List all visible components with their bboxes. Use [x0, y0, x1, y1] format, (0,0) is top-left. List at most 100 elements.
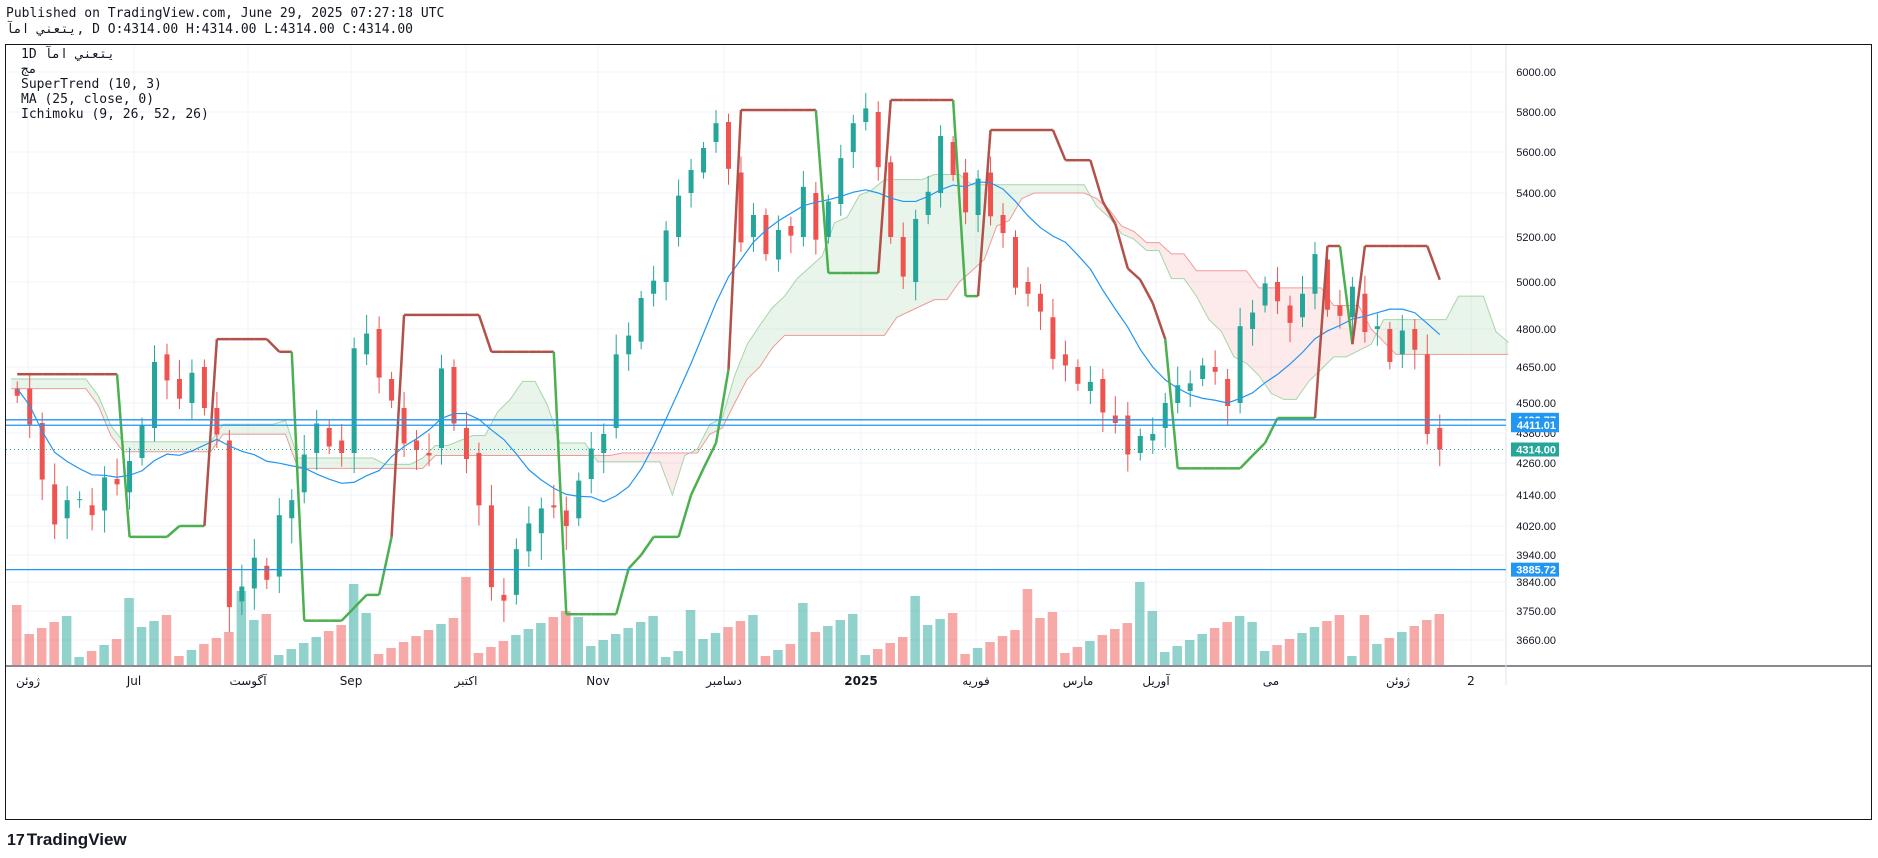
volume-bar: [1072, 647, 1083, 665]
ichimoku-cloud-segment: [772, 296, 785, 348]
volume-bar: [635, 622, 646, 665]
volume-bar: [511, 635, 521, 665]
ichimoku-cloud-segment: [372, 458, 386, 469]
volume-bar: [1060, 653, 1070, 665]
supertrend-segment: [976, 129, 992, 297]
legend-supertrend[interactable]: SuperTrend (10, 3): [21, 77, 162, 92]
ichimoku-cloud-segment: [809, 256, 823, 336]
volume-bar: [1334, 615, 1345, 665]
volume-bar: [124, 598, 134, 665]
volume-bar: [798, 603, 808, 665]
ichimoku-cloud-segment: [260, 424, 274, 435]
x-tick-label: 2025: [844, 674, 877, 688]
ichimoku-cloud-segment: [360, 458, 373, 469]
volume-bar: [1110, 629, 1120, 665]
supertrend-segment: [677, 494, 693, 538]
candle: [626, 335, 632, 355]
supertrend-segment: [627, 554, 643, 570]
candle: [276, 515, 282, 577]
volume-bar: [997, 636, 1008, 665]
volume-bar: [1160, 652, 1170, 665]
candle: [214, 408, 220, 435]
ichimoku-cloud-segment: [485, 411, 498, 456]
y-tick-label: 5200.00: [1516, 232, 1556, 244]
volume-bar: [236, 591, 247, 665]
x-tick-label: ژوئن: [1386, 674, 1410, 689]
volume-bar: [1284, 639, 1295, 665]
ichimoku-cloud-segment: [285, 420, 298, 469]
candle: [77, 499, 83, 501]
ichimoku-cloud-segment: [1196, 270, 1209, 320]
volume-bar: [386, 648, 396, 665]
ichimoku-cloud-segment: [747, 325, 760, 379]
volume-bar: [1122, 623, 1133, 665]
candle: [738, 172, 744, 243]
volume-bar: [1135, 582, 1145, 665]
candle: [326, 428, 332, 447]
ichimoku-cloud-segment: [1071, 184, 1085, 193]
candle: [1025, 282, 1031, 294]
ichimoku-cloud-segment: [934, 174, 947, 300]
volume-bar: [174, 656, 184, 665]
candle: [1262, 283, 1268, 306]
volume-bar: [523, 629, 534, 665]
supertrend-segment: [1426, 245, 1441, 281]
ohlc-header: يتعني امآ, D O:4314.00 H:4314.00 L:4314.…: [6, 22, 413, 37]
ichimoku-cloud-segment: [497, 399, 511, 456]
volume-bar: [211, 638, 222, 665]
candle: [1374, 326, 1380, 329]
ichimoku-cloud-segment: [1208, 270, 1222, 332]
volume-bar: [810, 632, 821, 665]
legend-ichimoku[interactable]: Ichimoku (9, 26, 52, 26): [21, 107, 209, 122]
volume-bar: [299, 643, 309, 665]
tradingview-logo[interactable]: 17 TradingView: [7, 830, 127, 849]
candle: [164, 354, 170, 381]
volume-bar: [436, 624, 446, 665]
y-tick-label: 3840.00: [1516, 577, 1556, 589]
candle: [426, 453, 432, 456]
volume-bar: [648, 616, 658, 665]
volume-bar: [1259, 651, 1270, 665]
ichimoku-cloud-segment: [60, 379, 74, 389]
candle: [963, 172, 969, 213]
candle: [551, 505, 557, 508]
candle: [226, 440, 232, 608]
volume-bar: [136, 627, 147, 665]
volume-bar: [598, 640, 608, 665]
volume-bar: [1409, 626, 1420, 665]
candle: [376, 329, 382, 378]
supertrend-segment: [1089, 159, 1105, 203]
price-label-box: [1511, 418, 1559, 433]
chart-panel[interactable]: 6000.00 5800.00 5600.00 5400.00 5200.00 5000.…: [5, 44, 1872, 820]
candle: [1424, 354, 1430, 434]
y-tick-label: 5000.00: [1516, 277, 1556, 289]
ichimoku-cloud-segment: [173, 441, 186, 452]
volume-bar: [873, 649, 883, 665]
x-tick-label: ژوئن: [16, 674, 40, 689]
volume-bar: [1022, 589, 1033, 665]
price-chart[interactable]: 6000.00 5800.00 5600.00 5400.00 5200.00 5000.…: [6, 45, 1871, 819]
candle: [975, 178, 981, 215]
volume-bar: [1085, 641, 1095, 665]
volume-bar: [1297, 633, 1307, 665]
candle: [339, 440, 345, 453]
ichimoku-cloud-segment: [1321, 287, 1334, 370]
candle: [1250, 312, 1256, 329]
legend-ma[interactable]: MA (25, close, 0): [21, 92, 155, 107]
candle: [863, 108, 869, 122]
candle: [488, 505, 494, 588]
ichimoku-cloud-segment: [1483, 296, 1496, 355]
ichimoku-cloud-segment: [847, 195, 860, 336]
volume-bar: [348, 584, 359, 665]
volume-bar: [36, 628, 47, 665]
ichimoku-cloud-segment: [1021, 184, 1035, 199]
candle: [1175, 385, 1181, 403]
candle: [89, 505, 95, 516]
ichimoku-cloud-segment: [834, 217, 848, 336]
candle: [601, 434, 607, 453]
supertrend-segment: [814, 109, 830, 274]
volume-bar: [922, 625, 933, 665]
x-tick-label: می: [1263, 674, 1279, 688]
candle: [1312, 254, 1318, 294]
candle: [64, 500, 70, 519]
